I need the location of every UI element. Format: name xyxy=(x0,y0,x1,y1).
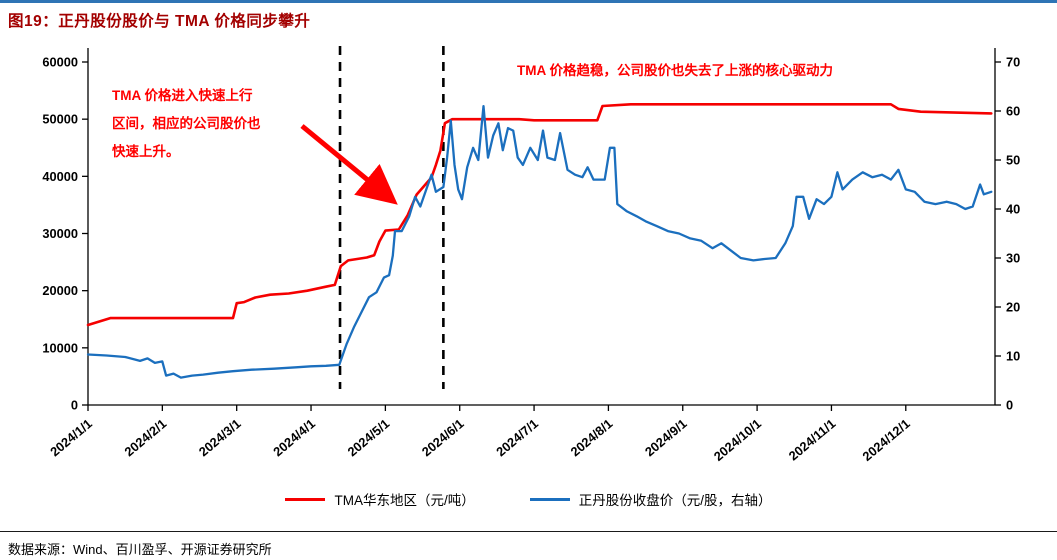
legend-label-stock: 正丹股份收盘价（元/股，右轴） xyxy=(578,493,772,508)
x-tick-label: 2024/6/1 xyxy=(419,416,467,460)
annotation-uptrend-line2: 区间，相应的公司股价也 xyxy=(112,116,261,131)
tma-price-line xyxy=(86,103,993,327)
y-right-tick-label: 40 xyxy=(1006,202,1020,217)
x-tick-label: 2024/2/1 xyxy=(121,416,169,460)
y-left-tick-label: 0 xyxy=(71,398,78,413)
y-left-tick-label: 30000 xyxy=(42,226,78,241)
annotation-uptrend: TMA 价格进入快速上行 区间，相应的公司股价也 快速上升。 xyxy=(112,82,327,166)
stock-price-line xyxy=(86,104,993,379)
y-right-tick-label: 70 xyxy=(1006,55,1020,70)
x-tick-label: 2024/11/1 xyxy=(786,416,839,464)
x-tick-label: 2024/7/1 xyxy=(493,416,541,460)
data-source: 数据来源：Wind、百川盈孚、开源证券研究所 xyxy=(8,542,272,557)
y-right-tick-label: 20 xyxy=(1006,300,1020,315)
stock-line-swatch xyxy=(529,497,570,501)
y-right-tick-label: 0 xyxy=(1006,398,1013,413)
tma-line-swatch xyxy=(285,497,326,501)
x-tick-label: 2024/3/1 xyxy=(196,416,244,460)
footer-divider xyxy=(0,531,1057,532)
y-right-tick-label: 10 xyxy=(1006,349,1020,364)
x-tick-label: 2024/9/1 xyxy=(642,416,690,460)
annotation-stabilize: TMA 价格趋稳，公司股价也失去了上涨的核心驱动力 xyxy=(517,63,833,78)
top-accent-bar xyxy=(0,0,1057,3)
x-tick-label: 2024/12/1 xyxy=(859,416,912,464)
legend-item-tma: TMA华东地区（元/吨） xyxy=(285,489,475,509)
x-tick-label: 2024/8/1 xyxy=(568,416,616,460)
annotation-uptrend-line3: 快速上升。 xyxy=(112,144,180,159)
figure-title: 图19：正丹股份股价与 TMA 价格同步攀升 xyxy=(8,13,311,30)
x-tick-label: 2024/1/1 xyxy=(47,416,95,460)
y-left-tick-label: 10000 xyxy=(42,340,78,355)
price-chart: 0 10000 20000 30000 40000 50000 60000 0 10 20 30 40… xyxy=(42,46,1020,464)
x-tick-label: 2024/4/1 xyxy=(270,416,318,460)
annotation-arrow xyxy=(300,124,398,205)
chart-legend: TMA华东地区（元/吨） 正丹股份收盘价（元/股，右轴） xyxy=(0,489,1057,509)
y-left-tick-label: 50000 xyxy=(42,112,78,127)
y-right-tick-label: 60 xyxy=(1006,104,1020,119)
legend-item-stock: 正丹股份收盘价（元/股，右轴） xyxy=(529,489,772,509)
y-right-tick-label: 30 xyxy=(1006,251,1020,266)
annotation-uptrend-line1: TMA 价格进入快速上行 xyxy=(112,88,253,103)
legend-label-tma: TMA华东地区（元/吨） xyxy=(334,493,475,508)
y-right-tick-label: 50 xyxy=(1006,153,1020,168)
y-left-tick-label: 40000 xyxy=(42,169,78,184)
x-tick-label: 2024/10/1 xyxy=(711,416,764,464)
x-tick-label: 2024/5/1 xyxy=(344,416,392,460)
y-left-tick-label: 60000 xyxy=(42,55,78,70)
y-left-tick-label: 20000 xyxy=(42,283,78,298)
